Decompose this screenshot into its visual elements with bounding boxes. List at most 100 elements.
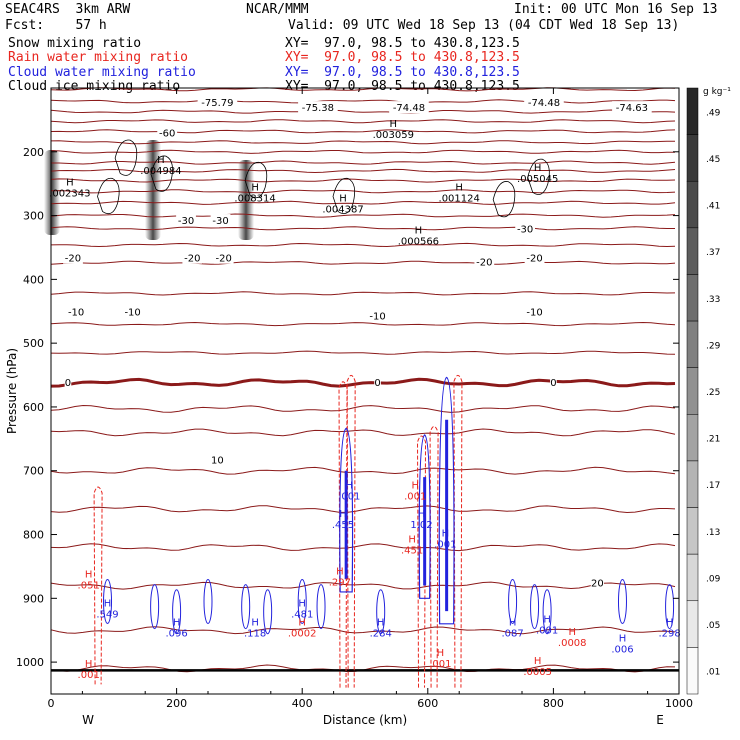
y-tick-label: 700 [23, 465, 44, 478]
colorbar-segment [686, 227, 699, 275]
colorbar-segment [686, 180, 699, 229]
x-tick-label: 0 [48, 697, 55, 710]
colorbar-segment [686, 274, 699, 322]
x-tick-label: 400 [292, 697, 313, 710]
colorbar-segment [686, 320, 699, 368]
temperature-label-bg [210, 453, 225, 466]
rain-max-marker: H [336, 567, 344, 578]
snow-max-value: .002343 [49, 188, 90, 199]
temperature-label: -20 [65, 254, 81, 265]
snow-max-value: .001124 [439, 194, 480, 205]
x-axis-label: Distance (km) [323, 713, 407, 727]
colorbar-label: .09 [706, 574, 721, 584]
rain-max-marker: H [437, 648, 445, 659]
y-tick-label: 200 [23, 146, 44, 159]
temperature-label-bg [157, 126, 178, 139]
cloud-water-max-marker: H [346, 480, 354, 491]
cloud-water-contour [297, 579, 307, 625]
temperature-contour [50, 626, 676, 635]
cloud-water-contour [172, 589, 182, 635]
rain-max-marker: H [411, 480, 419, 491]
cloud-water-max-value: .455 [332, 520, 354, 531]
rain-contour [93, 486, 103, 685]
x-tick-label: 800 [543, 697, 564, 710]
snow-max-value: .008314 [234, 194, 275, 205]
snow-max-marker: H [251, 183, 259, 194]
colorbar-label: .25 [706, 388, 720, 398]
y-tick-label: 900 [23, 592, 44, 605]
y-tick-label: 800 [23, 529, 44, 542]
temperature-contour [50, 466, 676, 475]
temperature-contour [50, 543, 676, 552]
field-xy-snow: XY= 97.0, 98.5 to 430.8,123.5 [285, 36, 520, 51]
west-label: W [82, 713, 94, 727]
cloud-water-contour [103, 579, 113, 625]
snow-contour [527, 158, 550, 195]
cloud-water-max-value: .481 [291, 609, 313, 620]
colorbar-segment [686, 134, 699, 182]
temperature-label-bg [182, 251, 203, 264]
cloud-water-contour [438, 376, 455, 625]
temperature-contour [50, 226, 675, 231]
cloud-water-contour [617, 579, 627, 625]
temperature-contour [50, 109, 676, 114]
temperature-label-bg [213, 251, 234, 264]
temperature-label-bg [64, 376, 72, 389]
rain-contour [453, 374, 463, 688]
snow-max-value: .000566 [398, 236, 439, 247]
temperature-label-bg [515, 222, 536, 235]
rain-max-value: .0008 [558, 638, 587, 649]
rain-max-value: .451 [401, 546, 423, 557]
colorbar-segment [686, 367, 699, 415]
y-tick-label: 300 [23, 210, 44, 223]
snow-max-value: .004984 [140, 166, 181, 177]
rain-max-value: .0005 [523, 667, 552, 678]
cloud-water-contour [508, 579, 518, 625]
temperature-label: -20 [526, 254, 542, 265]
rain-max-marker: H [408, 535, 416, 546]
temperature-label-bg [374, 376, 381, 389]
y-axis-label: Pressure (hPa) [5, 348, 19, 434]
y-tick-label: 1000 [16, 656, 44, 669]
temperature-label: -75.38 [302, 103, 334, 114]
temperature-contour [50, 350, 676, 355]
temperature-label: -30 [212, 216, 228, 227]
rain-contour [429, 425, 439, 688]
snow-max-value: .004387 [322, 204, 363, 215]
temperature-label-bg [122, 305, 143, 318]
cloud-water-contour [150, 584, 160, 630]
cloud-water-max-marker: H [666, 618, 674, 629]
temperature-label-bg [66, 305, 87, 318]
colorbar-label: .13 [706, 528, 720, 538]
temperature-contour [50, 505, 676, 514]
temperature-label-bg [524, 96, 564, 109]
cloud-water-contour [241, 584, 251, 630]
plot-frame [50, 87, 680, 695]
temperature-label-bg [197, 96, 238, 109]
x-tick-label: 1000 [665, 697, 693, 710]
snow-max-value: .003059 [373, 130, 414, 141]
x-tick-label: 200 [166, 697, 187, 710]
colorbar-label: .45 [706, 155, 720, 165]
temperature-contour [50, 428, 676, 437]
cloud-water-contour [316, 584, 326, 630]
temperature-label-bg [389, 101, 429, 114]
temperature-label-bg [367, 309, 388, 322]
temperature-label: -75.79 [201, 98, 233, 109]
temperature-label-bg [63, 251, 83, 264]
rain-max-value: .051 [78, 581, 100, 592]
cloud-water-max-marker: H [339, 509, 347, 520]
colorbar-unit: g kg⁻¹ [703, 87, 731, 97]
temperature-contour [50, 87, 676, 92]
valid-time: Valid: 09 UTC Wed 18 Sep 13 (04 CDT Wed … [288, 18, 680, 33]
snow-max-marker: H [389, 119, 397, 130]
temperature-label-bg [590, 576, 604, 589]
temperature-contour [50, 321, 676, 327]
field-label-cloud-water: Cloud water mixing ratio [8, 65, 196, 80]
temperature-label: -74.63 [616, 103, 648, 114]
temperature-label: -20 [184, 254, 200, 265]
temperature-contour [50, 404, 676, 413]
temperature-label: -10 [124, 307, 140, 318]
temperature-label: 0 [550, 378, 556, 389]
